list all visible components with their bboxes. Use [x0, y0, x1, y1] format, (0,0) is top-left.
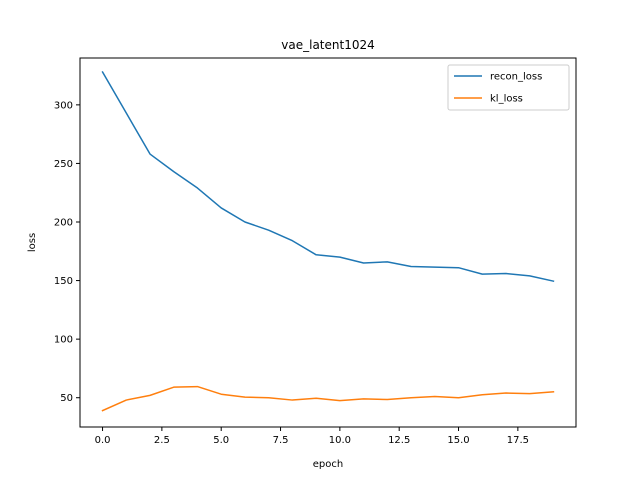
y-tick-label: 300	[54, 100, 73, 111]
x-tick-label: 15.0	[447, 435, 469, 446]
y-tick-label: 150	[54, 276, 73, 287]
series-line-kl-loss	[101, 385, 555, 412]
y-tick-label: 100	[54, 335, 73, 346]
y-tick-label: 50	[60, 393, 73, 404]
legend-label: kl_loss	[490, 94, 523, 105]
chart-title: vae_latent1024	[281, 38, 374, 52]
x-axis-label: epoch	[313, 459, 343, 470]
x-tick-label: 12.5	[388, 435, 410, 446]
y-axis-label: loss	[27, 233, 38, 252]
x-tick-label: 0.0	[95, 435, 111, 446]
axes-frame	[79, 57, 577, 428]
legend-label: recon_loss	[490, 72, 542, 83]
y-tick-label: 200	[54, 218, 73, 229]
plot-area	[101, 71, 555, 412]
x-tick-label: 10.0	[329, 435, 351, 446]
y-tick-label: 250	[54, 159, 73, 170]
x-tick-label: 17.5	[507, 435, 529, 446]
series-line-recon-loss	[101, 71, 555, 283]
x-tick-label: 7.5	[273, 435, 289, 446]
legend: recon_loss kl_loss	[447, 64, 570, 111]
x-tick-label: 2.5	[154, 435, 170, 446]
x-tick-label: 5.0	[213, 435, 229, 446]
